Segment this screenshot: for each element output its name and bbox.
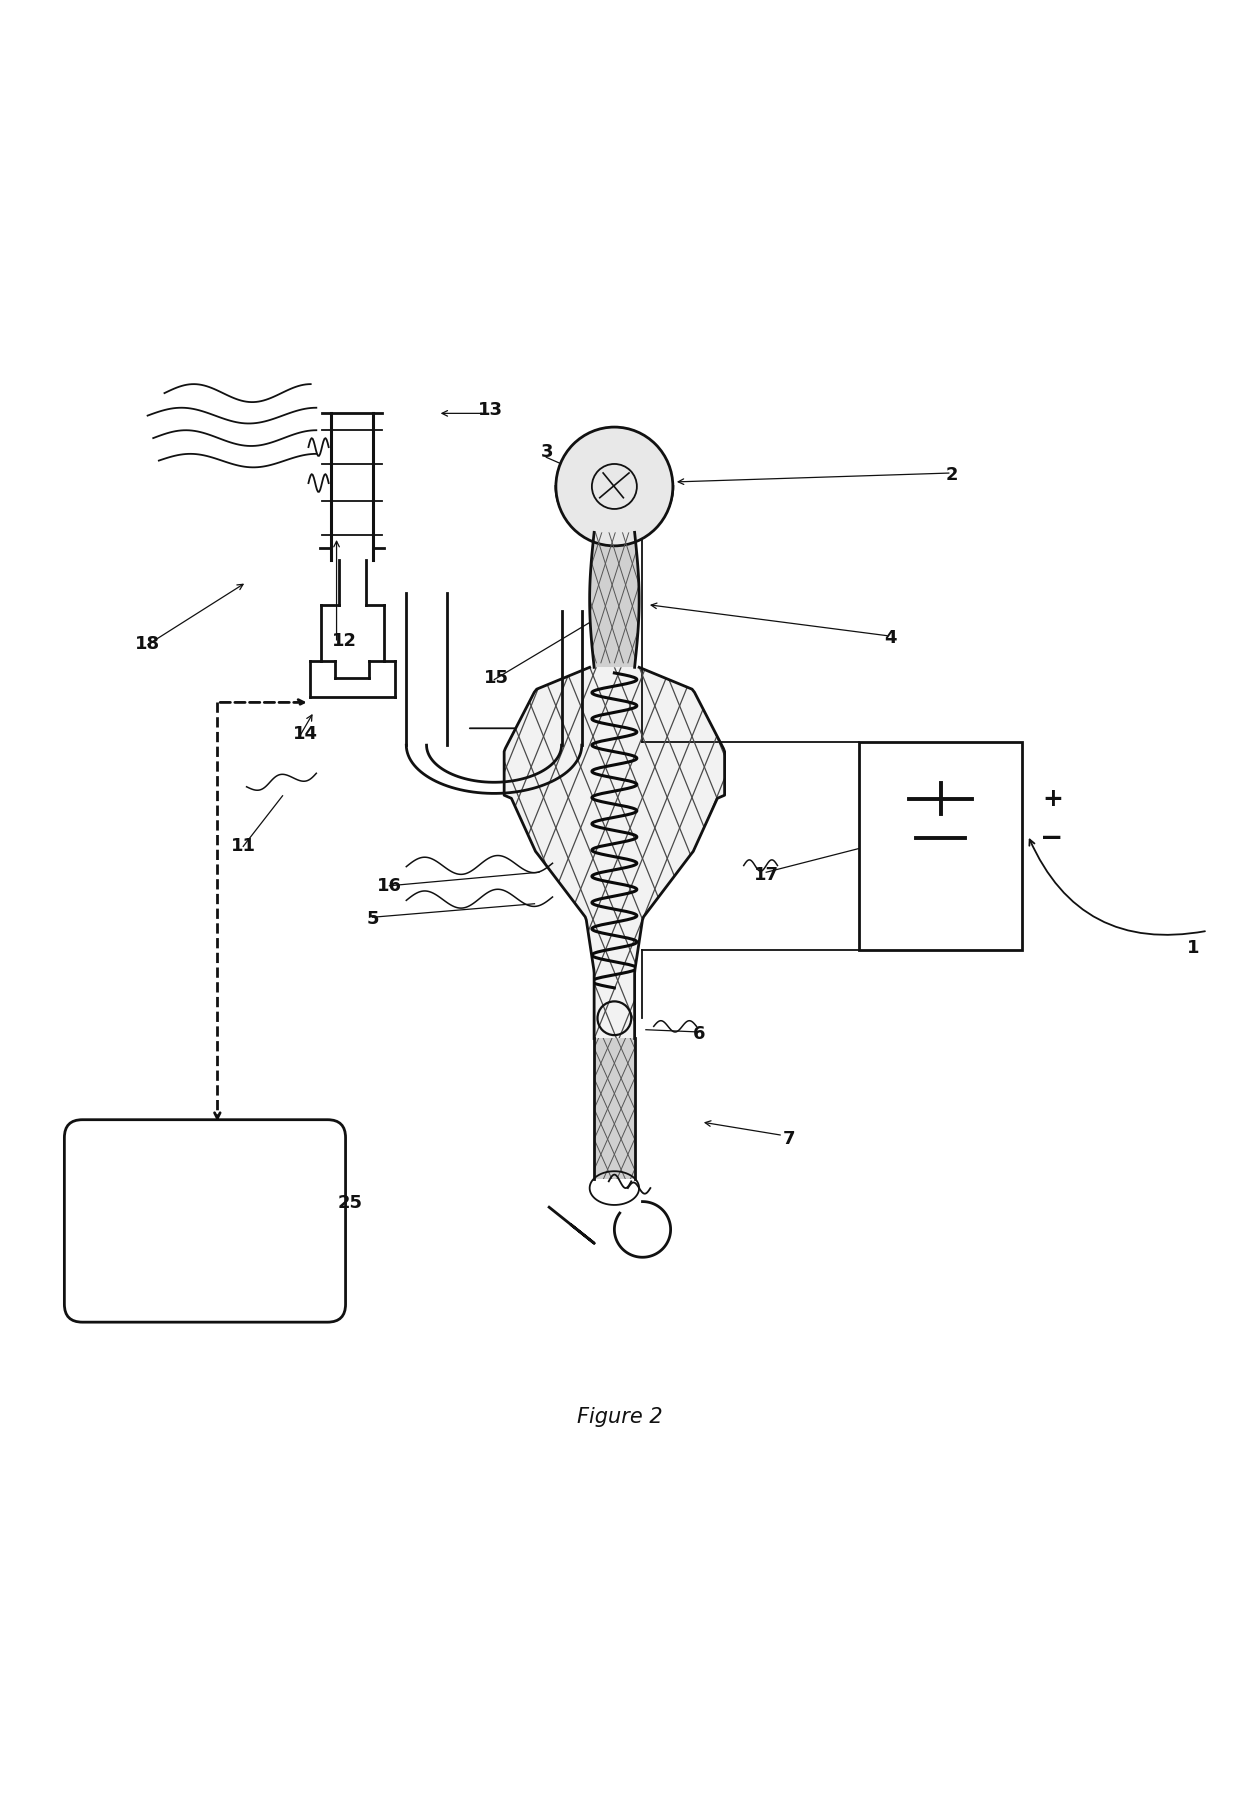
Polygon shape — [594, 1039, 635, 1179]
Text: 12: 12 — [332, 631, 357, 649]
Polygon shape — [505, 667, 724, 1039]
Text: 7: 7 — [782, 1130, 795, 1148]
Text: 1: 1 — [1188, 938, 1200, 956]
Text: +: + — [1043, 786, 1063, 811]
Text: 5: 5 — [366, 911, 378, 929]
Text: 3: 3 — [541, 443, 553, 461]
Ellipse shape — [556, 427, 673, 545]
Text: Figure 2: Figure 2 — [577, 1406, 663, 1426]
Text: 6: 6 — [692, 1024, 706, 1044]
Text: 18: 18 — [135, 635, 160, 653]
Text: 15: 15 — [484, 669, 508, 687]
Polygon shape — [590, 533, 639, 667]
Text: 25: 25 — [337, 1195, 362, 1213]
Text: 16: 16 — [377, 877, 402, 895]
Text: 11: 11 — [231, 838, 255, 856]
Polygon shape — [556, 486, 673, 540]
Text: 2: 2 — [946, 466, 959, 484]
FancyBboxPatch shape — [64, 1119, 346, 1322]
Text: 13: 13 — [479, 402, 503, 420]
Text: 17: 17 — [754, 865, 779, 883]
Text: −: − — [1040, 823, 1064, 852]
Text: 4: 4 — [884, 630, 897, 648]
Text: 14: 14 — [293, 725, 317, 743]
